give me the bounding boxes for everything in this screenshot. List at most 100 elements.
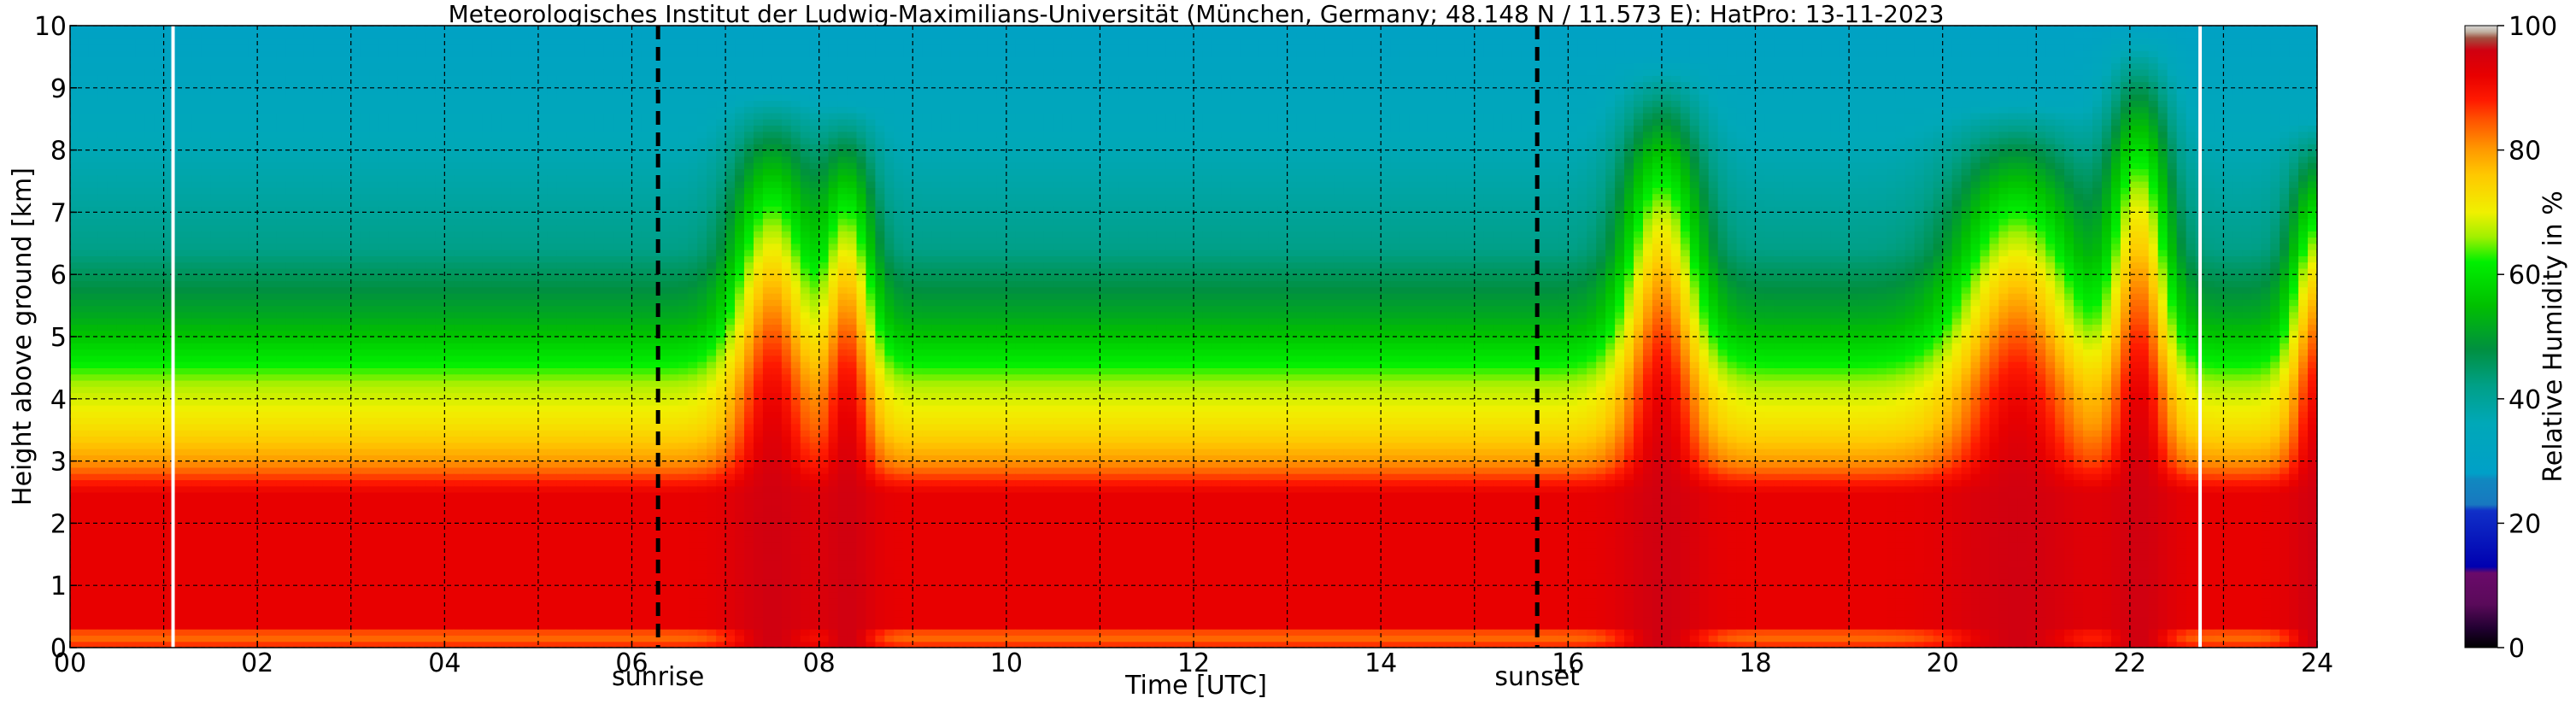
heatmap-cell [444, 492, 455, 499]
heatmap-cell [350, 367, 361, 375]
heatmap-cell [182, 635, 193, 642]
heatmap-cell [144, 267, 155, 275]
heatmap-cell [285, 62, 296, 70]
heatmap-cell [191, 616, 202, 624]
heatmap-cell [416, 206, 427, 213]
heatmap-cell [463, 243, 473, 250]
heatmap-cell [163, 50, 174, 57]
heatmap-cell [257, 81, 267, 89]
heatmap-cell [173, 162, 184, 170]
heatmap-cell [341, 398, 352, 406]
heatmap-cell [182, 286, 193, 294]
heatmap-cell [238, 119, 249, 126]
heatmap-cell [313, 100, 324, 108]
heatmap-cell [322, 510, 333, 518]
heatmap-cell [303, 274, 314, 282]
heatmap-cell [126, 305, 137, 313]
heatmap-cell [369, 280, 380, 288]
heatmap-cell [220, 305, 230, 313]
heatmap-cell [482, 379, 492, 387]
heatmap-cell [70, 324, 80, 331]
heatmap-cell [154, 138, 165, 144]
heatmap-cell [482, 504, 492, 512]
heatmap-cell [425, 529, 436, 537]
heatmap-cell [210, 337, 220, 343]
heatmap-cell [144, 517, 155, 524]
heatmap-cell [463, 492, 473, 499]
heatmap-cell [463, 548, 473, 555]
heatmap-cell [70, 349, 80, 356]
heatmap-cell [285, 305, 296, 313]
heatmap-cell [97, 578, 109, 586]
heatmap-cell [163, 224, 174, 232]
heatmap-cell [97, 622, 109, 630]
heatmap-cell [341, 206, 352, 213]
heatmap-cell [144, 255, 155, 263]
heatmap-cell [229, 629, 239, 637]
heatmap-cell [220, 604, 230, 611]
heatmap-cell [248, 386, 258, 394]
heatmap-cell [482, 44, 492, 51]
heatmap-cell [472, 32, 483, 39]
heatmap-cell [341, 560, 352, 567]
heatmap-cell [107, 610, 118, 618]
heatmap-cell [322, 125, 333, 132]
heatmap-cell [201, 635, 211, 642]
heatmap-cell [519, 181, 530, 188]
heatmap-cell [257, 261, 267, 269]
heatmap-cell [425, 87, 436, 95]
heatmap-cell [135, 498, 146, 506]
heatmap-cell [144, 125, 155, 132]
heatmap-cell [519, 455, 530, 462]
heatmap-cell [201, 193, 211, 201]
heatmap-cell [163, 255, 174, 263]
heatmap-cell [88, 324, 99, 331]
heatmap-cell [88, 405, 99, 412]
heatmap-cell [369, 32, 380, 39]
heatmap-cell [519, 498, 530, 506]
heatmap-cell [491, 461, 502, 468]
heatmap-cell [257, 68, 267, 76]
heatmap-cell [70, 150, 80, 157]
heatmap-cell [144, 138, 155, 144]
heatmap-cell [482, 231, 492, 238]
heatmap-cell [144, 504, 155, 512]
heatmap-cell [528, 62, 539, 70]
heatmap-cell [350, 411, 361, 419]
heatmap-cell [173, 112, 184, 120]
heatmap-cell [229, 461, 239, 468]
heatmap-cell [341, 32, 352, 39]
heatmap-cell [201, 155, 211, 163]
chart-title: Meteorologisches Institut der Ludwig-Max… [449, 0, 1945, 28]
heatmap-cell [454, 355, 464, 362]
heatmap-cell [210, 566, 220, 574]
heatmap-cell [191, 324, 202, 331]
heatmap-cell [501, 554, 511, 561]
heatmap-cell [126, 299, 137, 307]
heatmap-cell [116, 193, 127, 201]
heatmap-cell [510, 62, 520, 70]
heatmap-cell [116, 386, 127, 394]
heatmap-cell [88, 423, 99, 431]
heatmap-cell [107, 187, 118, 195]
heatmap-cell [510, 455, 520, 462]
heatmap-cell [303, 578, 314, 586]
heatmap-cell [313, 318, 324, 326]
heatmap-cell [144, 32, 155, 39]
heatmap-cell [154, 112, 165, 120]
heatmap-cell [510, 430, 520, 437]
heatmap-cell [369, 591, 380, 599]
heatmap-cell [70, 318, 80, 326]
heatmap-cell [248, 641, 258, 648]
heatmap-cell [116, 150, 127, 157]
heatmap-cell [144, 554, 155, 561]
heatmap-cell [229, 635, 239, 642]
heatmap-cell [97, 330, 109, 337]
heatmap-cell [341, 330, 352, 337]
heatmap-cell [378, 417, 390, 425]
heatmap-cell [313, 299, 324, 307]
heatmap-cell [528, 622, 539, 630]
heatmap-cell [220, 343, 230, 350]
heatmap-cell [285, 417, 296, 425]
heatmap-cell [472, 392, 483, 400]
